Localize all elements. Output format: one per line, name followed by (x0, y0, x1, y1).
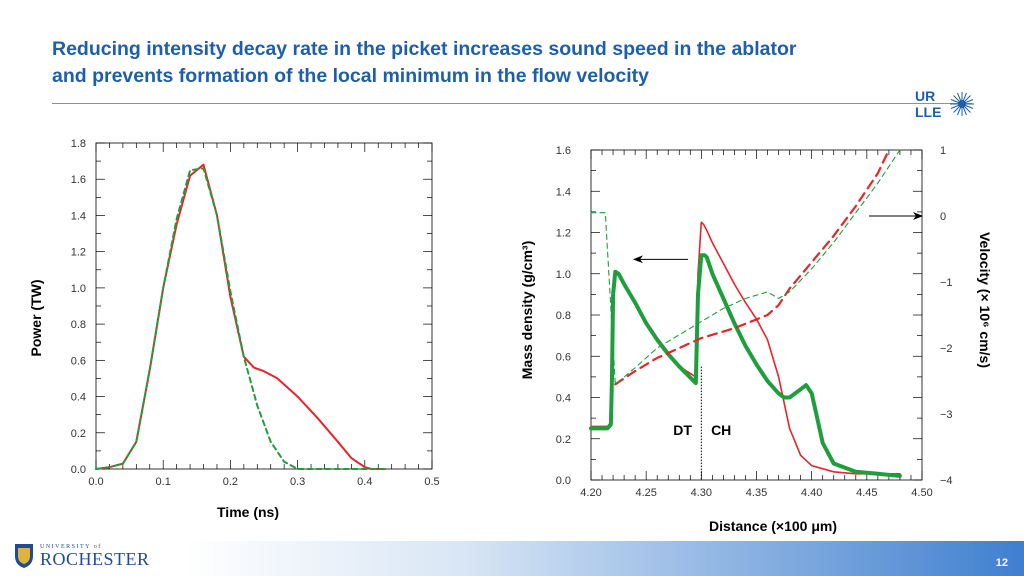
velocity-chart-ylabel: Velocity (× 10⁶ cm/s) (977, 231, 993, 369)
density-chart-x-tick-label: 4.30 (691, 487, 712, 499)
power-chart-xlabel: Time (ns) (217, 504, 279, 520)
logo-university: UNIVERSITY of (40, 544, 102, 550)
density-chart-y-tick-label: 0.2 (556, 434, 571, 446)
power-chart-y-tick-label: 1.8 (71, 138, 86, 150)
power-chart-y-tick-label: 1.0 (71, 283, 86, 295)
density-chart-y-tick-label: 0.4 (556, 393, 571, 405)
power-chart-x-tick-label: 0.1 (156, 476, 171, 488)
urlle-logo-top: UR (915, 88, 935, 104)
power-chart-series-2 (95, 167, 386, 470)
title-divider (52, 103, 972, 104)
urlle-logo-bottom: LLE (915, 104, 941, 120)
power-chart-y-tick-label: 0.4 (71, 392, 86, 404)
density-chart-x-tick-label: 4.35 (746, 487, 767, 499)
velocity-chart-y-tick-label: −3 (940, 409, 953, 421)
page-number: 12 (995, 557, 1008, 569)
power-chart-y-tick-label: 0.0 (71, 464, 86, 476)
density-chart-x-tick-label: 4.25 (635, 487, 656, 499)
power-chart-y-tick-label: 0.6 (71, 355, 86, 367)
logo-rochester: ROCHESTER (40, 549, 150, 569)
velocity-series-3 (614, 148, 890, 386)
density-chart-y-tick-label: 1.0 (556, 269, 571, 281)
velocity-chart-y-tick-label: −2 (940, 343, 953, 355)
velocity-chart-y-tick-label: −4 (940, 475, 953, 487)
power-chart-ylabel: Power (TW) (28, 279, 44, 357)
density-chart-xlabel: Distance (×100 μm) (708, 518, 838, 534)
velocity-series-4 (590, 149, 901, 385)
density-chart-x-tick-label: 4.50 (911, 487, 932, 499)
density-chart-x-tick-label: 4.45 (856, 487, 877, 499)
density-series-2 (589, 253, 902, 478)
power-chart-x-tick-label: 0.3 (290, 476, 305, 488)
velocity-chart-y-tick-label: 0 (940, 211, 946, 223)
slide-title-line-1: Reducing intensity decay rate in the pic… (52, 38, 797, 60)
footer-bar (0, 541, 1024, 576)
slide-title: Reducing intensity decay rate in the pic… (52, 36, 932, 90)
density-chart-y-tick-label: 1.2 (556, 228, 571, 240)
power-chart-x-tick-label: 0.4 (357, 476, 372, 488)
starburst-icon (950, 92, 974, 116)
shield-icon (15, 544, 33, 568)
region-label-ch: CH (711, 422, 731, 438)
density-chart-x-tick-label: 4.40 (801, 487, 822, 499)
power-chart-x-tick-label: 0.5 (424, 476, 439, 488)
density-chart-y-tick-label: 0.8 (556, 310, 571, 322)
power-chart-frame (95, 142, 433, 470)
density-chart-y-tick-label: 0.6 (556, 351, 571, 363)
power-chart-x-tick-label: 0.2 (223, 476, 238, 488)
density-chart-x-tick-label: 4.20 (580, 487, 601, 499)
region-label-dt: DT (673, 422, 692, 438)
velocity-chart-y-tick-label: 1 (940, 145, 946, 157)
velocity-chart-y-tick-label: −1 (940, 277, 953, 289)
power-chart-y-tick-label: 0.2 (71, 428, 86, 440)
density-chart-y-tick-label: 0.0 (556, 475, 571, 487)
density-chart-ylabel: Mass density (g/cm³) (519, 240, 535, 380)
density-velocity-chart: 4.20 4.25 4.30 4.35 4.40 4.45 4.50 0.0 0.2 0.4 0.6… (556, 145, 953, 499)
power-chart-x-tick-label: 0.0 (88, 476, 103, 488)
power-chart-y-tick-label: 1.4 (71, 210, 86, 222)
density-chart-y-tick-label: 1.4 (556, 186, 571, 198)
power-chart-y-tick-label: 0.8 (71, 319, 86, 331)
slide-title-line-2: and prevents formation of the local mini… (52, 65, 649, 87)
rochester-logo: UNIVERSITY of ROCHESTER (14, 543, 150, 569)
power-chart-y-tick-label: 1.6 (71, 174, 86, 186)
density-chart-y-tick-label: 1.6 (556, 145, 571, 157)
power-chart: 0.0 0.1 0.2 0.3 0.4 0.5 0.0 0.2 0.4 0.6 0.8 1.0 1.2 1… (71, 138, 440, 488)
power-chart-y-tick-label: 1.2 (71, 247, 86, 259)
urlle-logo: UR LLE (915, 88, 974, 120)
